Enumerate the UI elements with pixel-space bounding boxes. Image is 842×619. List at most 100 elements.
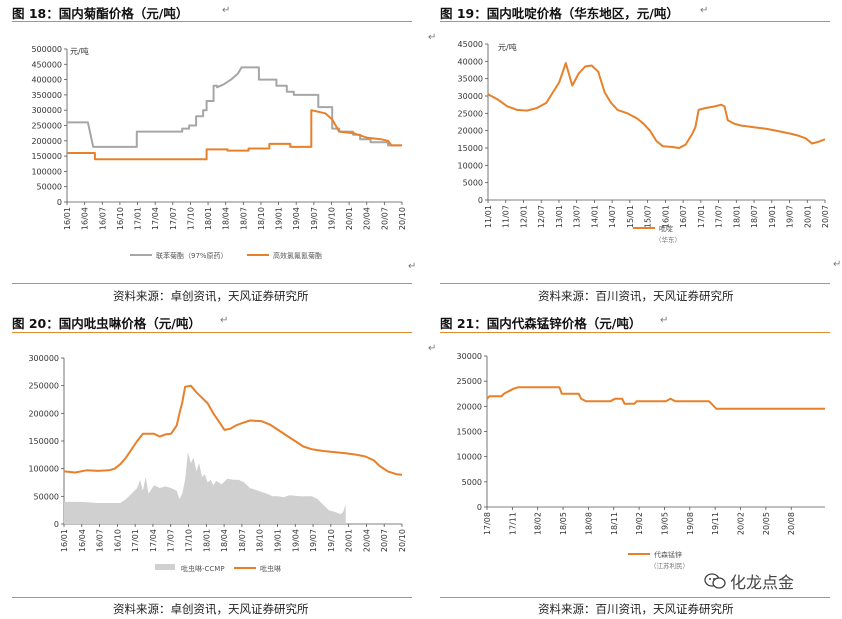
series-area [64, 452, 346, 524]
paragraph-mark-icon: ↵ [428, 343, 437, 354]
y-tick-label: 50000 [37, 183, 62, 192]
x-tick-label: 18/11 [610, 512, 619, 535]
y-tick-label: 100000 [28, 465, 59, 474]
chart-title: 图 21：国内代森锰锌价格（元/吨） [440, 316, 642, 331]
y-tick-label: 5000 [462, 478, 482, 487]
legend-label: 高效氯氟氰菊酯 [273, 251, 322, 260]
chart-frame-line [12, 597, 412, 598]
title-underline [440, 332, 830, 333]
y-tick-label: 15000 [458, 144, 483, 153]
y-tick-label: 400000 [31, 76, 62, 85]
y-tick-label: 40000 [458, 57, 483, 66]
x-tick-label: 19/07 [309, 529, 318, 552]
y-tick-label: 0 [478, 196, 483, 205]
x-tick-label: 16/04 [81, 207, 90, 230]
y-tick-label: 20000 [458, 127, 483, 136]
y-tick-label: 200000 [28, 409, 59, 418]
y-tick-label: 30000 [457, 352, 482, 361]
paragraph-mark-icon: ↵ [428, 32, 437, 43]
x-tick-label: 17/01 [131, 529, 140, 552]
y-tick-label: 0 [477, 503, 482, 512]
y-tick-label: 300000 [31, 106, 62, 115]
x-tick-label: 18/01 [204, 207, 213, 230]
chart-frame-line [440, 283, 830, 284]
x-tick-label: 15/01 [626, 205, 635, 228]
x-tick-label: 17/04 [149, 529, 158, 552]
x-tick-label: 19/10 [327, 207, 336, 230]
x-tick-label: 19/01 [768, 205, 777, 228]
y-tick-label: 35000 [458, 75, 483, 84]
chart-title: 图 19：国内吡啶价格（华东地区，元/吨） [440, 6, 679, 21]
x-tick-label: 20/10 [398, 529, 407, 552]
title-underline [12, 332, 412, 333]
chart-canvas: 0 5000 10000 15000 20000 25000 30000 35000 40000… [458, 40, 830, 244]
x-tick-label: 18/08 [584, 512, 593, 535]
y-tick-label: 250000 [28, 382, 59, 391]
x-tick-label: 19/10 [327, 529, 336, 552]
legend-label: 吡虫啉-CCMP [181, 564, 225, 573]
x-tick-label: 18/02 [534, 512, 543, 535]
x-tick-label: 15/07 [644, 205, 653, 228]
y-tick-label: 350000 [31, 91, 62, 100]
x-tick-label: 16/07 [679, 205, 688, 228]
x-tick-label: 18/10 [257, 207, 266, 230]
x-tick-label: 19/07 [786, 205, 795, 228]
x-tick-label: 13/07 [573, 205, 582, 228]
watermark-text: 化龙点金 [730, 573, 795, 592]
x-tick-label: 19/11 [711, 512, 720, 535]
x-tick-label: 13/01 [555, 205, 564, 228]
x-tick-label: 14/01 [590, 205, 599, 228]
y-tick-label: 30000 [458, 92, 483, 101]
x-tick-label: 20/07 [380, 529, 389, 552]
legend-label: 吡啶 [659, 224, 673, 233]
x-tick-label: 17/08 [483, 512, 492, 535]
x-tick-label: 19/02 [635, 512, 644, 535]
series-line [486, 386, 825, 410]
y-tick-label: 50000 [34, 492, 59, 501]
y-tick-label: 300000 [28, 354, 59, 363]
chart-frame-line [440, 597, 830, 598]
x-tick-label: 19/01 [275, 207, 284, 230]
chart-title: 图 20：国内吡虫啉价格（元/吨） [12, 316, 201, 331]
y-tick-label: 15000 [457, 428, 482, 437]
paragraph-mark-icon: ↵ [220, 315, 229, 326]
chart-source: 资料来源：卓创资讯，天风证券研究所 [113, 289, 309, 303]
x-tick-label: 11/01 [484, 205, 493, 228]
x-tick-label: 16/01 [60, 529, 69, 552]
paragraph-mark-icon: ↵ [222, 5, 231, 16]
y-tick-label: 100000 [31, 167, 62, 176]
x-tick-label: 16/01 [63, 207, 72, 230]
x-tick-label: 16/07 [96, 529, 105, 552]
x-tick-label: 20/01 [803, 205, 812, 228]
y-tick-label: 25000 [457, 377, 482, 386]
x-tick-label: 12/01 [519, 205, 528, 228]
x-tick-label: 20/08 [787, 512, 796, 535]
x-tick-label: 16/10 [113, 529, 122, 552]
chart-source: 资料来源：百川资讯，天风证券研究所 [538, 289, 734, 303]
x-tick-label: 17/10 [186, 207, 195, 230]
x-tick-label: 11/07 [502, 205, 511, 228]
series-line [67, 109, 402, 161]
title-underline [12, 21, 412, 22]
y-tick-label: 500000 [31, 45, 62, 54]
x-tick-label: 20/07 [380, 207, 389, 230]
legend-label: 代森锰锌 [654, 550, 682, 559]
unit-label: 元/吨 [498, 42, 517, 52]
x-tick-label: 12/07 [537, 205, 546, 228]
chart-source: 资料来源：卓创资讯，天风证券研究所 [113, 602, 309, 616]
x-tick-label: 17/07 [167, 529, 176, 552]
x-tick-label: 18/07 [239, 207, 248, 230]
x-tick-label: 19/08 [686, 512, 695, 535]
x-tick-label: 20/04 [362, 529, 371, 552]
series-line [63, 384, 403, 476]
chart-canvas: 0 5000 10000 15000 20000 25000 30000 17/08 17/11… [457, 352, 825, 570]
chart-canvas: 0 50000 100000 150000 200000 250000 300000 3500… [31, 45, 407, 260]
x-tick-label: 19/05 [660, 512, 669, 535]
unit-label: 元/吨 [70, 46, 89, 56]
x-tick-label: 17/11 [508, 512, 517, 535]
x-tick-label: 18/07 [238, 529, 247, 552]
x-tick-label: 18/01 [732, 205, 741, 228]
title-underline [440, 21, 830, 22]
x-tick-label: 18/04 [220, 529, 229, 552]
legend-sublabel: （华东） [655, 235, 681, 244]
